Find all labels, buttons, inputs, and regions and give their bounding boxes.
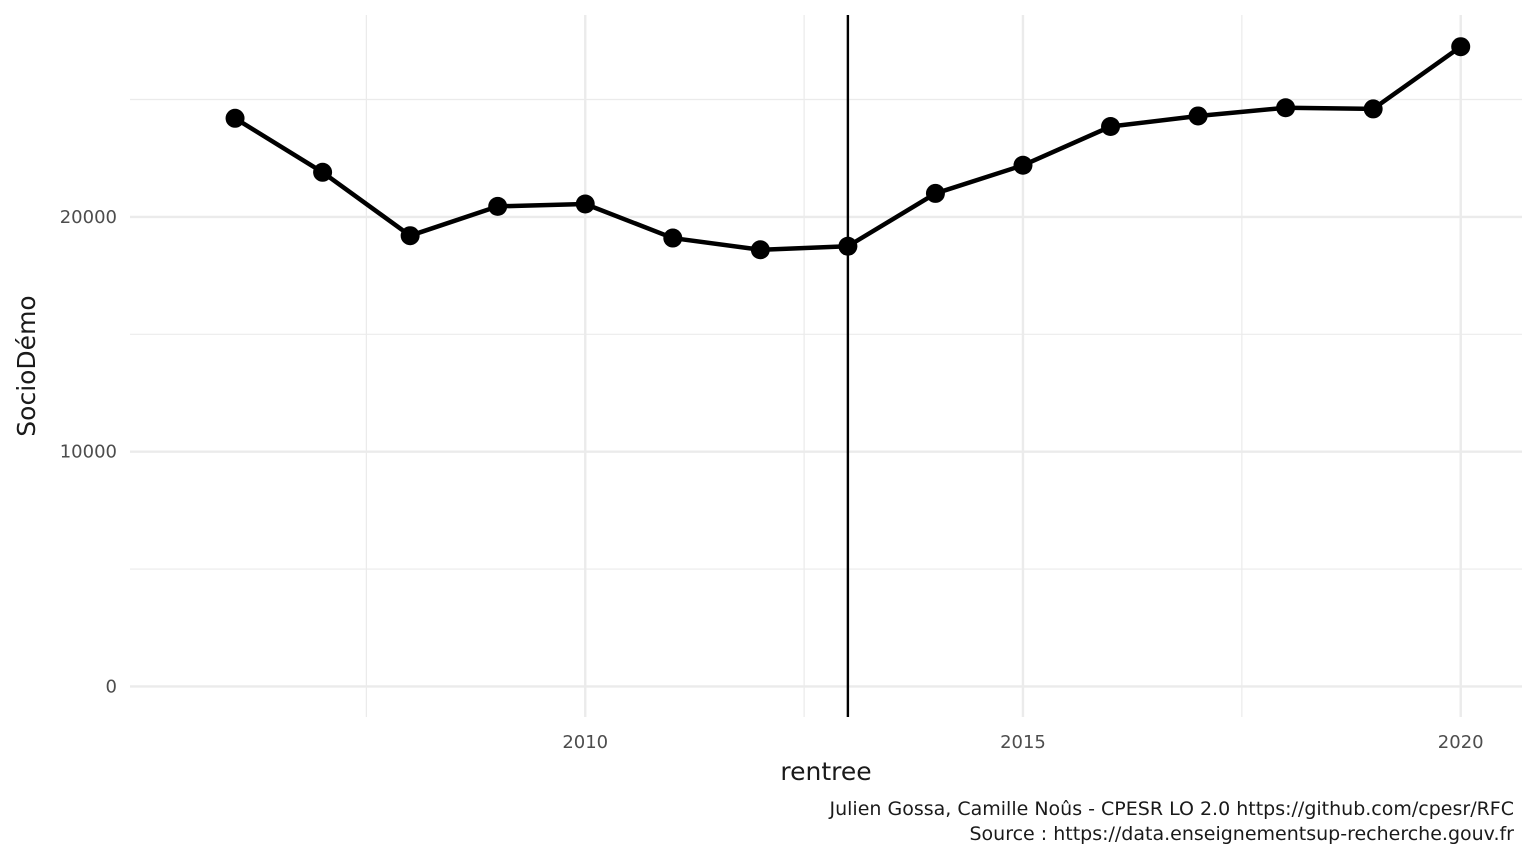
data-point [750, 240, 770, 260]
grid-lines [130, 15, 1522, 717]
data-point [400, 226, 420, 246]
data-point [313, 162, 333, 182]
data-point [225, 108, 245, 128]
caption-source: Source : https://data.enseignementsup-re… [969, 823, 1514, 845]
data-point [488, 196, 508, 216]
data-point [1451, 37, 1471, 57]
data-point [925, 183, 945, 203]
y-tick-label: 20000 [60, 207, 117, 228]
data-point [1276, 98, 1296, 118]
y-axis-title: SocioDémo [12, 295, 41, 436]
data-series [225, 37, 1471, 260]
data-point [838, 236, 858, 256]
data-point [1101, 117, 1121, 137]
data-point [663, 228, 683, 248]
caption-credits: Julien Gossa, Camille Noûs - CPESR LO 2.… [829, 798, 1515, 820]
x-tick-label: 2020 [1438, 732, 1484, 753]
y-tick-label: 0 [106, 676, 117, 697]
x-tick-label: 2010 [562, 732, 608, 753]
x-tick-label: 2015 [1000, 732, 1046, 753]
data-point [575, 194, 595, 214]
tick-labels: 2010 2015 2020 0 10000 20000 [60, 207, 1484, 753]
y-tick-label: 10000 [60, 442, 117, 463]
data-point [1363, 99, 1383, 119]
x-axis-title: rentree [780, 757, 871, 786]
data-point [1013, 155, 1033, 175]
data-point [1188, 106, 1208, 126]
